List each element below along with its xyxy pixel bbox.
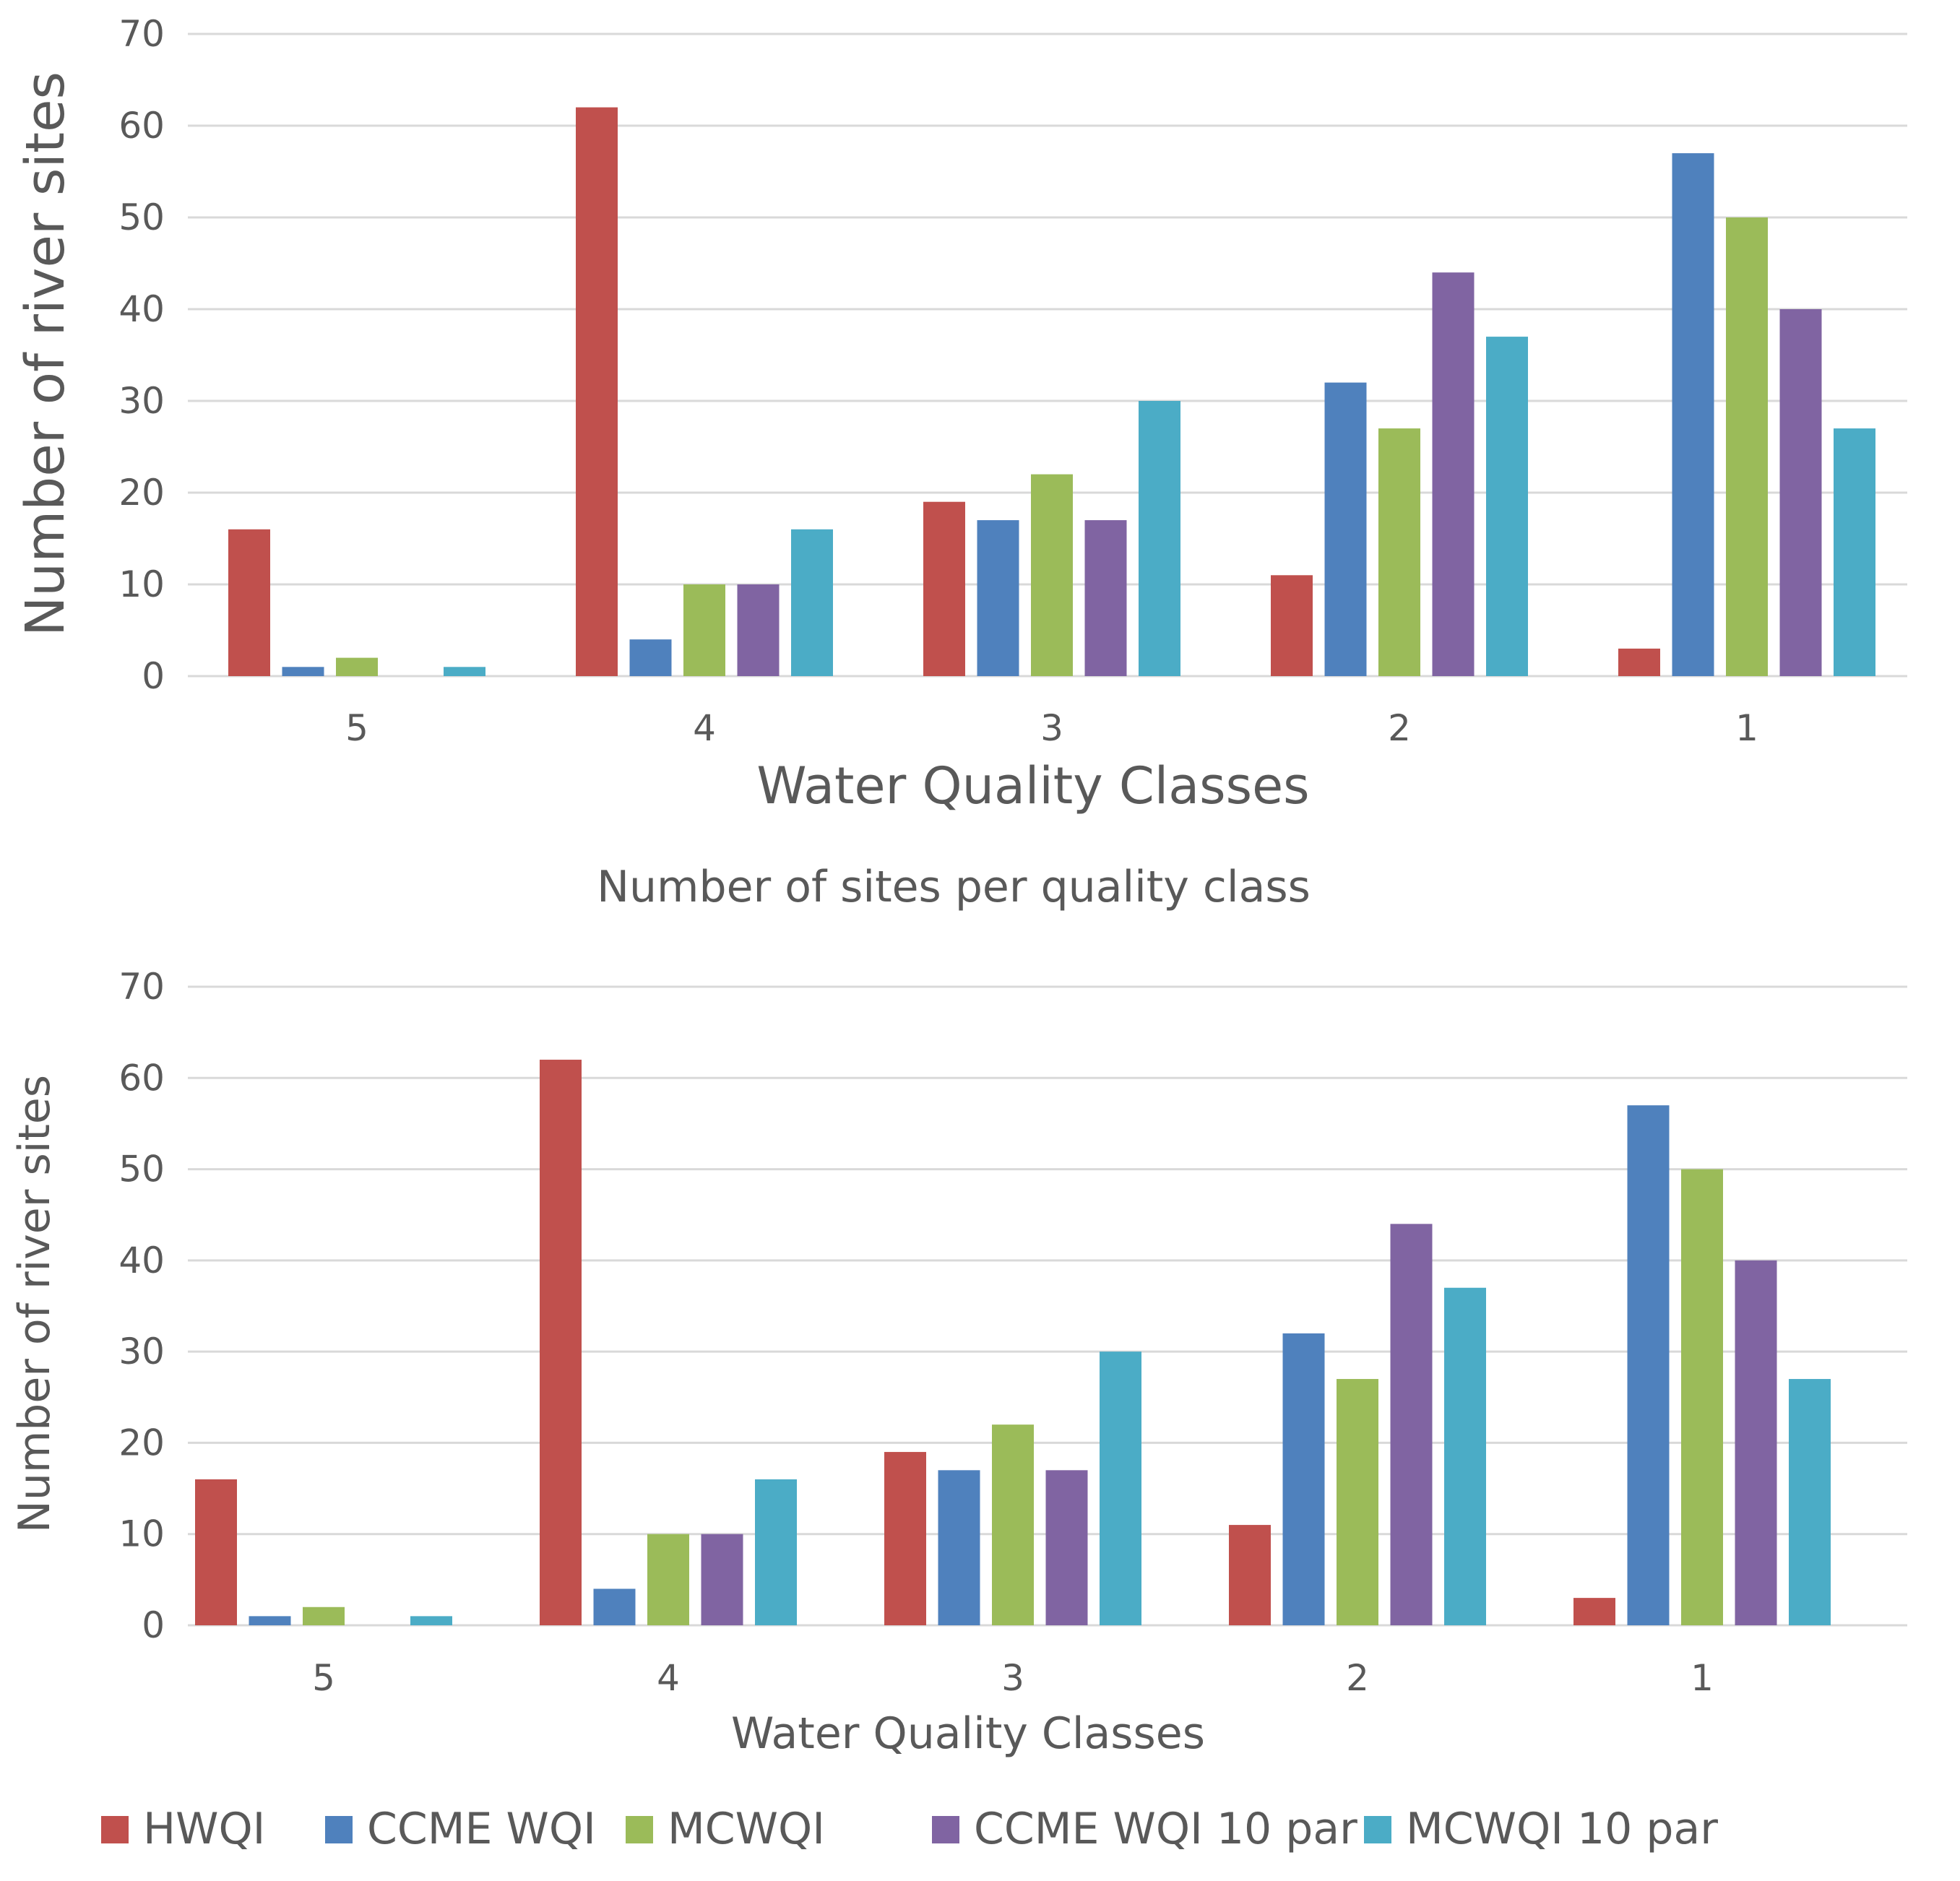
x-tick-label: 5: [345, 707, 368, 749]
bar-mcwqi-10-par-class-5: [444, 667, 485, 676]
legend-label: CCME WQI: [367, 1804, 596, 1854]
x-axis-title: Water Quality Classes: [756, 756, 1309, 816]
x-tick-label: 3: [1001, 1657, 1024, 1699]
bar-mcwqi-class-3: [992, 1424, 1034, 1625]
x-tick-label: 2: [1388, 707, 1411, 749]
bar-mcwqi-class-1: [1726, 217, 1768, 676]
bar-ccme-wqi-10-par-class-2: [1390, 1224, 1433, 1625]
y-axis-title: Number of river sites: [9, 1075, 60, 1533]
y-tick-label: 60: [118, 1057, 165, 1099]
bar-mcwqi-10-par-class-3: [1139, 401, 1180, 676]
bar-mcwqi-10-par-class-5: [410, 1616, 452, 1625]
bar-ccme-wqi-10-par-class-2: [1432, 272, 1475, 676]
bar-ccme-wqi-class-3: [938, 1470, 980, 1625]
y-axis-title: Number of river sites: [14, 72, 77, 636]
legend-swatch: [101, 1816, 129, 1843]
y-tick-label: 50: [118, 1149, 165, 1190]
bar-hwqi-class-5: [228, 529, 270, 676]
bar-hwqi-class-3: [884, 1452, 926, 1625]
y-tick-label: 30: [118, 1331, 165, 1372]
y-tick-label: 20: [118, 472, 165, 514]
y-tick-label: 30: [118, 380, 165, 422]
legend-label: MCWQI 10 par: [1406, 1804, 1718, 1854]
bar-hwqi-class-2: [1229, 1525, 1271, 1625]
bar-mcwqi-class-1: [1681, 1169, 1723, 1625]
bar-mcwqi-class-2: [1378, 428, 1420, 676]
bar-hwqi-class-1: [1573, 1598, 1615, 1625]
bar-mcwqi-class-2: [1337, 1379, 1378, 1625]
bar-ccme-wqi-10-par-class-4: [737, 584, 780, 676]
x-tick-label: 2: [1346, 1657, 1369, 1699]
bar-mcwqi-class-4: [647, 1534, 689, 1625]
y-tick-label: 10: [118, 563, 165, 605]
bar-mcwqi-10-par-class-1: [1834, 428, 1875, 676]
bar-mcwqi-10-par-class-2: [1486, 337, 1528, 676]
y-tick-label: 10: [118, 1513, 165, 1555]
bar-mcwqi-10-par-class-1: [1789, 1379, 1831, 1625]
bar-ccme-wqi-class-4: [629, 639, 672, 676]
bar-mcwqi-class-3: [1031, 474, 1073, 676]
bar-mcwqi-10-par-class-4: [755, 1479, 797, 1625]
y-tick-label: 70: [118, 966, 165, 1008]
bar-hwqi-class-5: [195, 1479, 237, 1625]
x-axis-title: Water Quality Classes: [731, 1708, 1205, 1759]
x-tick-label: 5: [312, 1657, 335, 1699]
x-tick-label: 4: [693, 707, 716, 749]
y-tick-label: 40: [118, 1240, 165, 1281]
bar-hwqi-class-4: [540, 1060, 582, 1625]
bar-ccme-wqi-10-par-class-4: [701, 1534, 743, 1625]
legend-label: CCME WQI 10 par: [974, 1804, 1357, 1854]
bar-hwqi-class-3: [923, 501, 965, 676]
chart-title: Number of sites per quality class: [597, 862, 1311, 912]
bar-ccme-wqi-class-2: [1324, 382, 1367, 676]
y-tick-label: 60: [118, 105, 165, 147]
bar-mcwqi-10-par-class-3: [1100, 1352, 1141, 1625]
legend-label: MCWQI: [668, 1804, 825, 1854]
bar-mcwqi-class-5: [336, 657, 378, 676]
bar-ccme-wqi-10-par-class-3: [1045, 1470, 1088, 1625]
chart-top: 0 10 20 30 40 50 60 70 5 4 3 2 1 Water Quality Classe…: [14, 13, 1907, 816]
y-tick-label: 0: [142, 1604, 165, 1646]
bar-hwqi-class-2: [1271, 575, 1313, 676]
x-tick-label: 4: [657, 1657, 680, 1699]
x-tick-label: 1: [1735, 707, 1758, 749]
bar-ccme-wqi-10-par-class-3: [1084, 520, 1127, 676]
x-tick-label: 1: [1691, 1657, 1714, 1699]
y-tick-label: 70: [118, 13, 165, 55]
legend-label: HWQI: [143, 1804, 265, 1854]
bar-hwqi-class-4: [576, 107, 618, 677]
y-tick-label: 50: [118, 196, 165, 238]
legend-swatch: [325, 1816, 353, 1843]
bar-mcwqi-class-5: [303, 1607, 345, 1625]
bar-ccme-wqi-class-1: [1672, 153, 1714, 677]
bar-ccme-wqi-10-par-class-1: [1735, 1260, 1777, 1625]
bar-ccme-wqi-class-3: [977, 520, 1019, 676]
bar-mcwqi-class-4: [683, 584, 725, 676]
legend-swatch: [1364, 1816, 1391, 1843]
x-tick-label: 3: [1040, 707, 1063, 749]
y-tick-label: 40: [118, 288, 165, 330]
bar-ccme-wqi-class-1: [1627, 1105, 1670, 1625]
y-tick-label: 20: [118, 1422, 165, 1463]
bar-hwqi-class-1: [1618, 648, 1660, 676]
bar-ccme-wqi-class-2: [1282, 1333, 1325, 1625]
legend-swatch: [932, 1816, 959, 1843]
bar-mcwqi-10-par-class-4: [791, 529, 833, 676]
bar-ccme-wqi-class-5: [282, 667, 324, 676]
bar-ccme-wqi-class-4: [593, 1588, 636, 1625]
chart-bottom: Number of sites per quality class 0 10 20 30…: [9, 862, 1907, 1854]
legend-swatch: [626, 1816, 653, 1843]
bar-mcwqi-10-par-class-2: [1444, 1287, 1486, 1625]
bar-ccme-wqi-10-par-class-1: [1779, 309, 1822, 676]
y-tick-label: 0: [142, 655, 165, 697]
bar-ccme-wqi-class-5: [249, 1616, 291, 1625]
